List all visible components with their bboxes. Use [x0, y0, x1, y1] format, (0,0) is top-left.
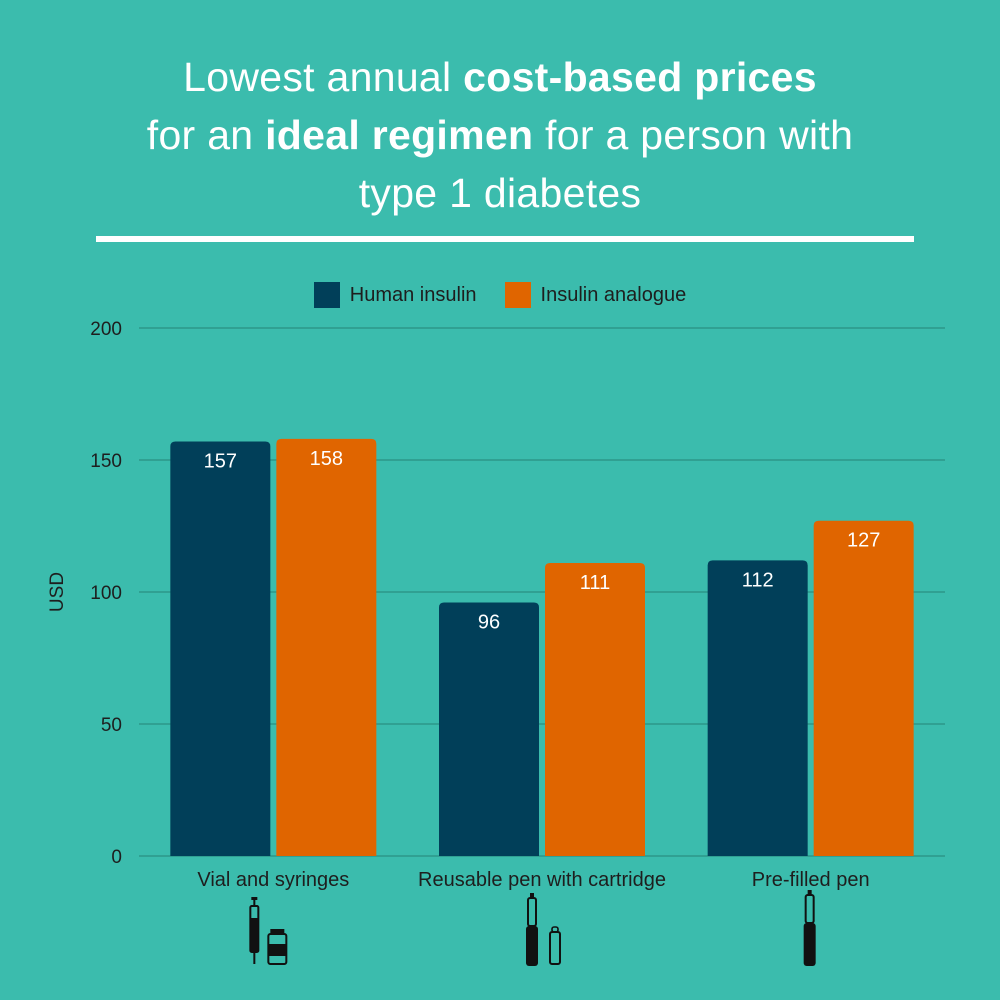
syringe-and-vial-icon — [249, 897, 288, 965]
bar-value-label: 158 — [310, 448, 343, 470]
y-tick-label: 0 — [111, 847, 122, 868]
pen-and-cartridge-icon — [526, 893, 561, 966]
y-tick-label: 200 — [90, 319, 122, 340]
bar-value-label: 111 — [580, 572, 610, 594]
bar-value-label: 96 — [478, 612, 500, 634]
title-text: for an — [146, 112, 266, 158]
legend-label-insulin-analogue: Insulin analogue — [540, 283, 687, 306]
legend: Human insulin Insulin analogue — [0, 282, 1000, 308]
bar-human-insulin — [170, 441, 271, 856]
y-tick-label: 50 — [101, 715, 122, 736]
x-category-label: Reusable pen with cartridge — [418, 869, 666, 891]
title-line-1: Lowest annual cost-based prices — [0, 48, 1000, 106]
x-category-label: Pre-filled pen — [752, 869, 870, 891]
legend-swatch-insulin-analogue — [504, 282, 531, 308]
bar-value-label: 112 — [742, 569, 774, 591]
x-category-label: Vial and syringes — [197, 869, 349, 891]
bar-insulin-analogue — [545, 562, 645, 856]
legend-swatch-human-insulin — [313, 282, 340, 308]
y-tick-label: 150 — [90, 451, 122, 472]
legend-item-human-insulin: Human insulin — [313, 282, 477, 308]
bar-insulin-analogue — [276, 438, 377, 856]
bar-insulin-analogue — [813, 520, 914, 856]
title-bold-text: ideal regimen — [265, 112, 534, 158]
title-bold-text: cost-based prices — [463, 54, 817, 100]
legend-item-insulin-analogue: Insulin analogue — [504, 282, 687, 308]
bar-value-label: 157 — [204, 451, 237, 473]
chart-title: Lowest annual cost-based prices for an i… — [0, 48, 1000, 222]
title-line-2: for an ideal regimen for a person with — [0, 106, 1000, 164]
bar-value-label: 127 — [847, 530, 880, 552]
title-line-3: type 1 diabetes — [358, 170, 642, 216]
bar-human-insulin — [439, 602, 539, 856]
title-text: Lowest annual — [183, 54, 464, 100]
legend-label-human-insulin: Human insulin — [349, 283, 477, 306]
prefilled-pen-icon — [803, 890, 816, 966]
title-divider — [96, 236, 914, 242]
y-axis-label: USD — [47, 572, 68, 612]
title-text: for a person with — [533, 112, 854, 158]
y-tick-label: 100 — [90, 583, 122, 604]
bar-human-insulin — [707, 560, 808, 856]
